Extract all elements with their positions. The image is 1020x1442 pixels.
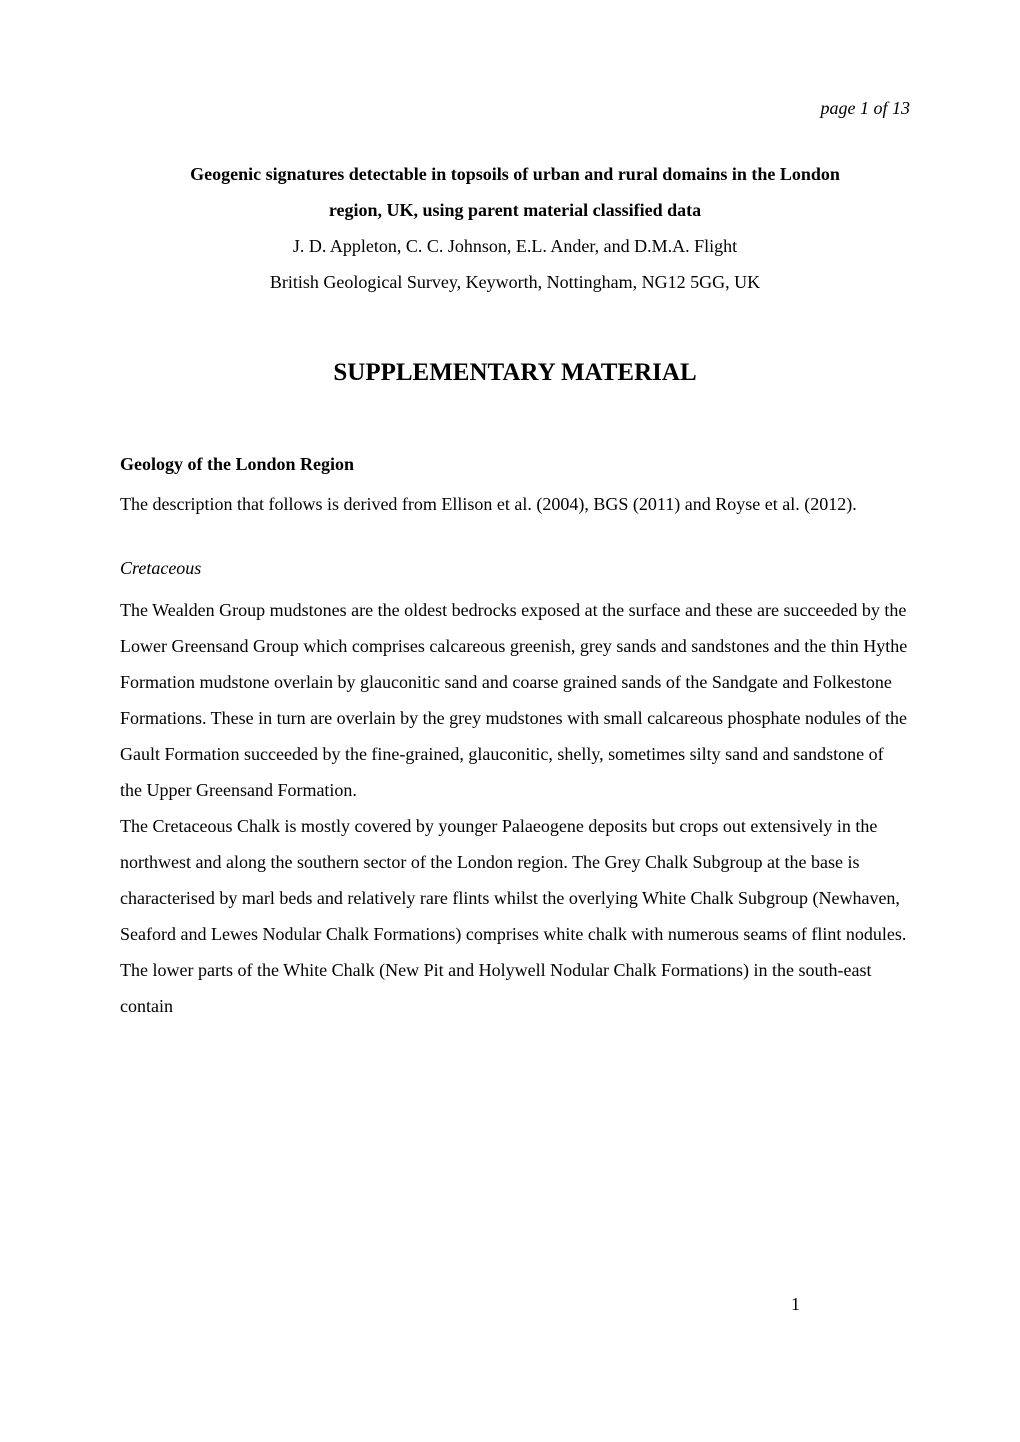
section-heading-geology: Geology of the London Region (120, 446, 910, 482)
main-heading: SUPPLEMENTARY MATERIAL (120, 348, 910, 398)
paper-title-line2: region, UK, using parent material classi… (120, 192, 910, 228)
page-number: 1 (791, 1286, 800, 1322)
paper-title-line1: Geogenic signatures detectable in topsoi… (120, 156, 910, 192)
section1-paragraph: The description that follows is derived … (120, 486, 910, 522)
page-label: page 1 of 13 (821, 98, 911, 118)
section2-paragraph1: The Wealden Group mudstones are the olde… (120, 592, 910, 808)
affiliation: British Geological Survey, Keyworth, Not… (120, 264, 910, 300)
page-wrapper: page 1 of 13 Geogenic signatures detecta… (120, 90, 910, 1372)
page-header: page 1 of 13 (120, 90, 910, 126)
section2-paragraph2: The Cretaceous Chalk is mostly covered b… (120, 808, 910, 1024)
authors: J. D. Appleton, C. C. Johnson, E.L. Ande… (120, 228, 910, 264)
section-heading-cretaceous: Cretaceous (120, 550, 910, 586)
